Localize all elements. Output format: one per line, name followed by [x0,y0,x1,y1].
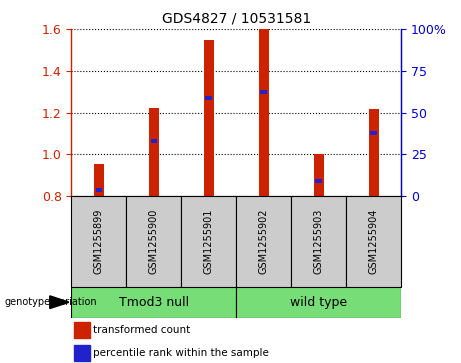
Text: genotype/variation: genotype/variation [5,297,97,307]
Bar [95,188,102,192]
FancyBboxPatch shape [126,196,181,287]
FancyBboxPatch shape [236,196,291,287]
Bar [149,108,159,196]
Text: transformed count: transformed count [93,325,190,335]
Bar [315,179,322,183]
Polygon shape [50,296,69,309]
Bar [369,109,378,196]
Text: percentile rank within the sample: percentile rank within the sample [93,348,268,358]
Text: GSM1255902: GSM1255902 [259,209,269,274]
FancyBboxPatch shape [291,196,346,287]
Text: GSM1255899: GSM1255899 [94,209,104,274]
Text: GSM1255901: GSM1255901 [204,209,214,274]
Text: GSM1255903: GSM1255903 [313,209,324,274]
Bar [151,139,157,143]
FancyBboxPatch shape [236,287,401,318]
Bar [74,322,90,338]
Text: wild type: wild type [290,296,347,309]
Text: GSM1255904: GSM1255904 [369,209,378,274]
FancyBboxPatch shape [71,287,236,318]
Bar [94,164,104,196]
FancyBboxPatch shape [181,196,236,287]
Bar [370,131,377,135]
FancyBboxPatch shape [71,196,126,287]
Bar [74,345,90,361]
Text: Tmod3 null: Tmod3 null [119,296,189,309]
FancyBboxPatch shape [346,196,401,287]
Title: GDS4827 / 10531581: GDS4827 / 10531581 [162,11,311,25]
Bar [314,154,324,196]
Bar [259,29,269,196]
Bar [260,90,267,94]
Bar [206,97,212,100]
Text: GSM1255900: GSM1255900 [149,209,159,274]
Bar [204,40,214,196]
